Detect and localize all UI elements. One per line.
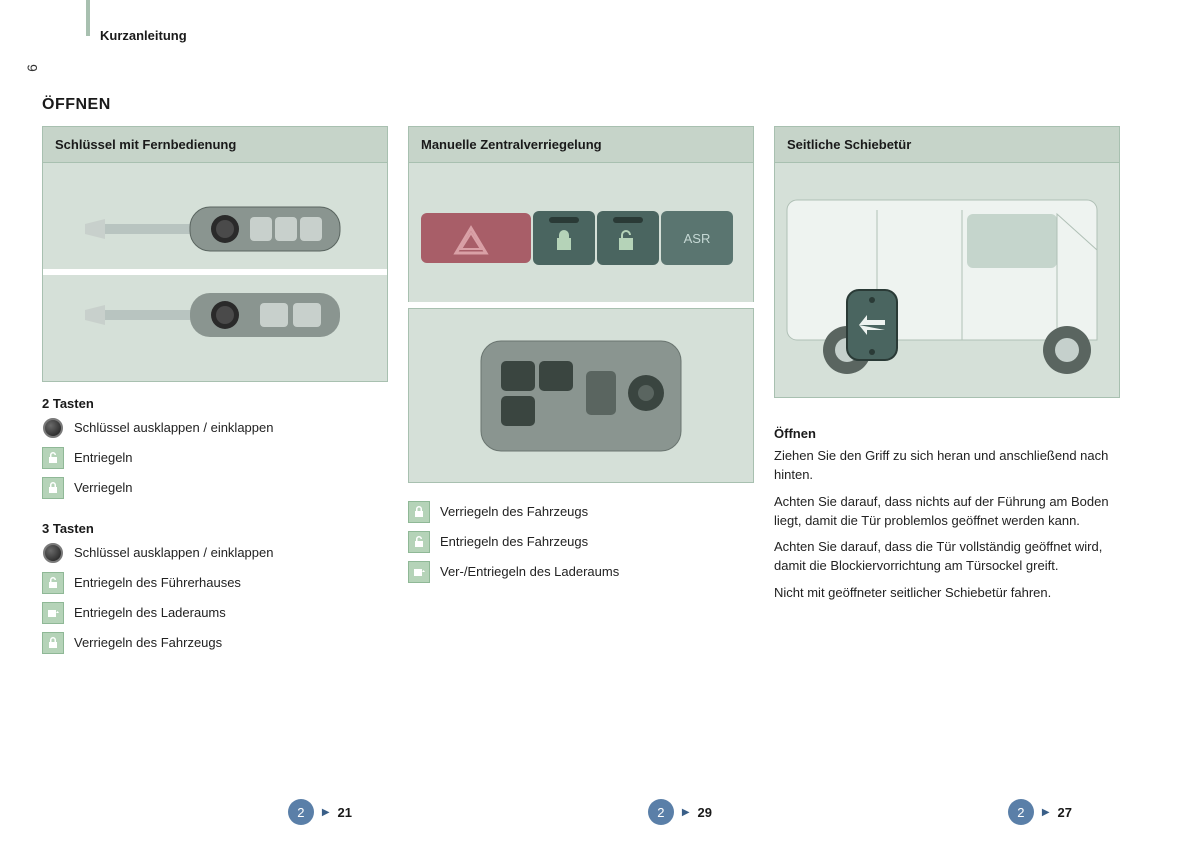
item-text: Entriegeln — [74, 450, 133, 467]
unlock-icon — [408, 531, 430, 553]
ref-chapter-badge: 2 — [288, 799, 314, 825]
main-title: ÖFFNEN — [42, 96, 111, 114]
list-item: Entriegeln — [42, 447, 388, 469]
svg-text:ASR: ASR — [684, 231, 711, 246]
key-top-icon — [75, 189, 355, 269]
ref-page: 27 — [1058, 805, 1072, 820]
list-item: Entriegeln des Laderaums — [42, 602, 388, 624]
list-item: Verriegeln — [42, 477, 388, 499]
card-title: Seitliche Schiebetür — [774, 126, 1120, 162]
cargo-icon — [42, 602, 64, 624]
arrow-icon: ▶ — [682, 807, 690, 818]
lock-icon — [42, 477, 64, 499]
section-3tasten-label: 3 Tasten — [42, 521, 388, 536]
list-item: Entriegeln des Führerhauses — [42, 572, 388, 594]
circle-button-icon — [42, 417, 64, 439]
dash-buttons-illustration: ASR — [408, 162, 754, 302]
lock-icon — [408, 501, 430, 523]
card-title: Schlüssel mit Fernbedienung — [42, 126, 388, 162]
paragraph: Achten Sie darauf, dass die Tür vollstän… — [774, 538, 1120, 576]
ref-page: 21 — [338, 805, 352, 820]
tab-marker — [86, 0, 90, 36]
item-text: Entriegeln des Führerhauses — [74, 575, 241, 592]
cargo-icon — [408, 561, 430, 583]
page-ref: 2 ▶ 21 — [42, 799, 402, 825]
list-item: Verriegeln des Fahrzeugs — [42, 632, 388, 654]
item-text: Schlüssel ausklappen / einklappen — [74, 420, 273, 437]
arrow-icon: ▶ — [322, 807, 330, 818]
col-sliding-door: Seitliche Schiebetür Öffnen — [774, 126, 1120, 662]
columns: Schlüssel mit Fernbedienung — [42, 126, 1120, 662]
list-item: Schlüssel ausklappen / einklappen — [42, 417, 388, 439]
item-text: Verriegeln — [74, 480, 133, 497]
ref-chapter-badge: 2 — [648, 799, 674, 825]
list-item: Verriegeln des Fahrzeugs — [408, 501, 754, 523]
page-ref: 2 ▶ 27 — [762, 799, 1122, 825]
item-text: Ver-/Entriegeln des Laderaums — [440, 564, 619, 581]
section-3tasten-items: Schlüssel ausklappen / einklappen Entrie… — [42, 542, 388, 662]
item-text: Verriegeln des Fahrzeugs — [74, 635, 222, 652]
item-text: Entriegeln des Fahrzeugs — [440, 534, 588, 551]
circle-button-icon — [42, 542, 64, 564]
key-illustration — [42, 162, 388, 382]
list-item: Ver-/Entriegeln des Laderaums — [408, 561, 754, 583]
item-text: Schlüssel ausklappen / einklappen — [74, 545, 273, 562]
lock-icon — [42, 632, 64, 654]
ref-chapter-badge: 2 — [1008, 799, 1034, 825]
door-panel-illustration — [408, 308, 754, 483]
subtitle: Öffnen — [774, 426, 1120, 441]
col3-body: Öffnen Ziehen Sie den Griff zu sich hera… — [774, 412, 1120, 611]
item-text: Entriegeln des Laderaums — [74, 605, 226, 622]
col-central-locking: Manuelle Zentralverriegelung ASR — [408, 126, 754, 662]
page-refs: 2 ▶ 21 2 ▶ 29 2 ▶ 27 — [42, 799, 1122, 825]
paragraph: Achten Sie darauf, dass nichts auf der F… — [774, 493, 1120, 531]
section-2tasten-items: Schlüssel ausklappen / einklappen Entrie… — [42, 417, 388, 507]
item-text: Verriegeln des Fahrzeugs — [440, 504, 588, 521]
paragraph: Nicht mit geöffneter seitlicher Schiebet… — [774, 584, 1120, 603]
col2-items: Verriegeln des Fahrzeugs Entriegeln des … — [408, 501, 754, 591]
paragraph: Ziehen Sie den Griff zu sich heran und a… — [774, 447, 1120, 485]
unlock-icon — [42, 447, 64, 469]
list-item: Schlüssel ausklappen / einklappen — [42, 542, 388, 564]
col-key-remote: Schlüssel mit Fernbedienung — [42, 126, 388, 662]
unlock-icon — [42, 572, 64, 594]
page-ref: 2 ▶ 29 — [402, 799, 762, 825]
key-bottom-icon — [75, 275, 355, 355]
van-illustration — [774, 162, 1120, 398]
list-item: Entriegeln des Fahrzeugs — [408, 531, 754, 553]
page-number: 6 — [24, 64, 40, 72]
ref-page: 29 — [698, 805, 712, 820]
card-title: Manuelle Zentralverriegelung — [408, 126, 754, 162]
arrow-icon: ▶ — [1042, 807, 1050, 818]
section-2tasten-label: 2 Tasten — [42, 396, 388, 411]
header-title: Kurzanleitung — [100, 28, 187, 43]
